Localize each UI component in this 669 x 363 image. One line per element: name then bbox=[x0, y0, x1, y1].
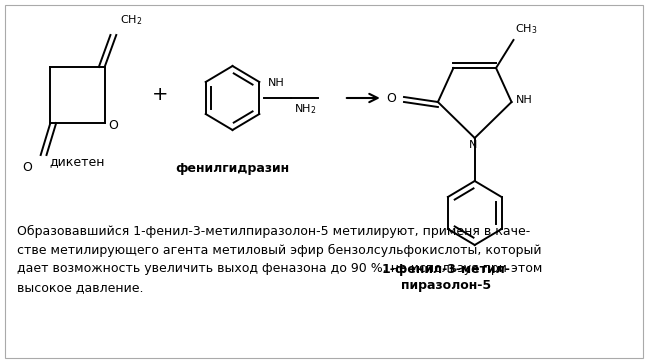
Text: O: O bbox=[22, 161, 32, 174]
Text: Образовавшийся 1-фенил-3-метилпиразолон-5 метилируют, применя в каче-
стве метил: Образовавшийся 1-фенил-3-метилпиразолон-… bbox=[17, 225, 543, 294]
Text: NH: NH bbox=[268, 78, 285, 88]
Text: CH$_2$: CH$_2$ bbox=[120, 13, 142, 27]
Text: пиразолон-5: пиразолон-5 bbox=[401, 279, 491, 292]
Text: +: + bbox=[152, 86, 168, 105]
Text: NH: NH bbox=[515, 95, 532, 105]
Text: 1-фенил-3-метил-: 1-фенил-3-метил- bbox=[381, 263, 510, 276]
Text: O: O bbox=[108, 119, 118, 132]
Text: CH$_3$: CH$_3$ bbox=[515, 22, 538, 36]
Text: фенилгидразин: фенилгидразин bbox=[175, 162, 290, 175]
Text: N: N bbox=[468, 140, 477, 150]
Text: дикетен: дикетен bbox=[50, 155, 105, 168]
Text: O: O bbox=[387, 93, 396, 106]
Text: NH$_2$: NH$_2$ bbox=[294, 102, 316, 116]
